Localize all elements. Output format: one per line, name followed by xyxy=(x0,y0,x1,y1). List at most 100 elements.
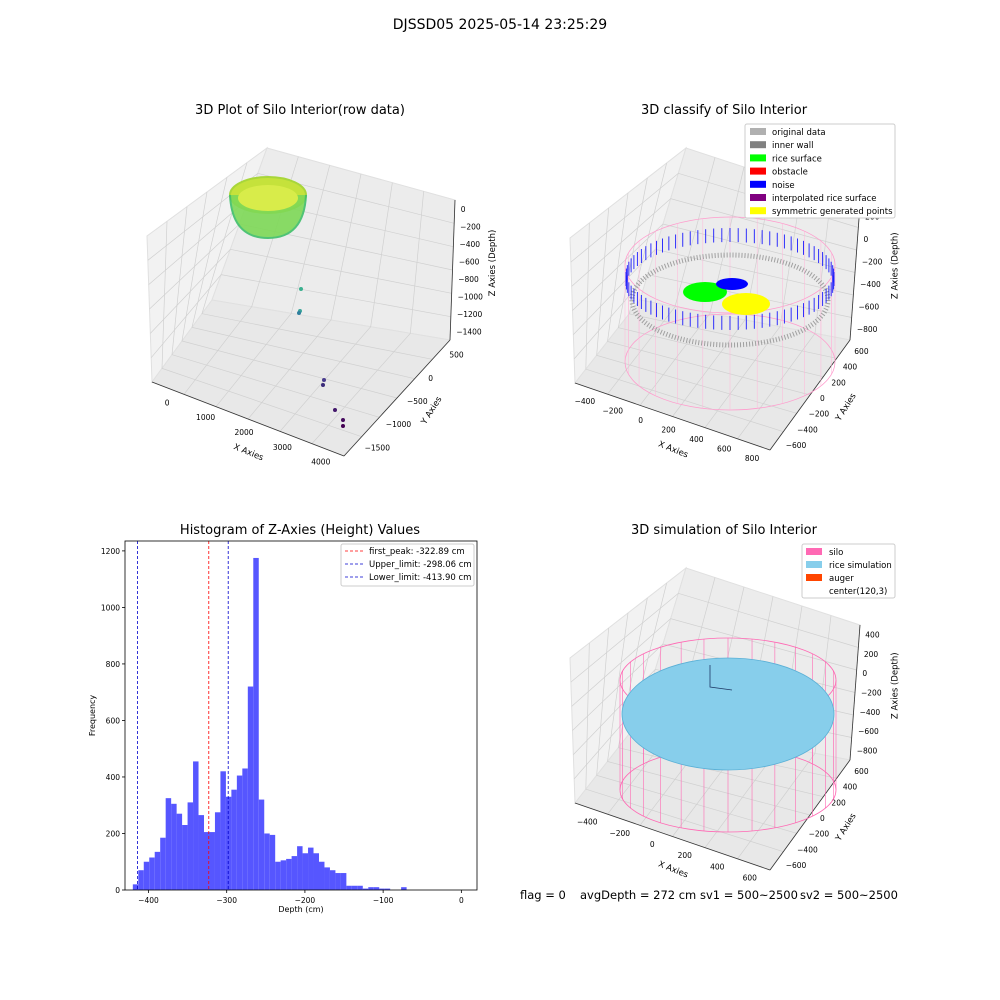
histogram-bar xyxy=(209,832,215,890)
histogram-bar xyxy=(236,775,243,890)
y-tick-label: −1000 xyxy=(386,420,412,429)
z-tick-label: −600 xyxy=(459,257,480,266)
y-axis-label: Y Axies xyxy=(833,811,859,844)
histogram-bar xyxy=(286,858,292,890)
histogram-bar xyxy=(362,888,369,890)
histogram-bar xyxy=(373,887,380,890)
histogram-bar xyxy=(225,796,232,890)
sv2-text: sv2 = 500~2500 xyxy=(800,888,898,902)
grid-line xyxy=(571,618,857,707)
x-axis-line xyxy=(574,802,771,871)
x-tick-label: −200 xyxy=(602,406,623,415)
z-axis-label: Z Axies (Depth) xyxy=(891,232,901,299)
histogram-bar xyxy=(198,815,205,890)
legend-swatch xyxy=(806,548,822,555)
x-tick-label: −400 xyxy=(138,896,159,905)
z-tick-label: −400 xyxy=(860,280,881,289)
sv1-text: sv1 = 500~2500 xyxy=(700,888,798,902)
x-tick-label: −300 xyxy=(216,896,237,905)
z-tick-label: −200 xyxy=(460,222,481,231)
z-tick-label: −400 xyxy=(860,708,881,717)
histogram-bar xyxy=(258,799,265,890)
y-tick-label: 600 xyxy=(106,716,121,725)
raw-axes: 010002000300040005000−500−1000−15000−200… xyxy=(146,146,498,467)
y-tick-label: 0 xyxy=(820,814,825,823)
outlier-point xyxy=(322,378,326,382)
z-tick-label: −200 xyxy=(861,689,882,698)
y-tick-label: 600 xyxy=(854,767,869,776)
legend-swatch xyxy=(750,194,766,201)
z-tick-label: −1000 xyxy=(458,292,484,301)
histogram-legend: first_peak: -322.89 cm Upper_limit: -298.… xyxy=(340,543,475,587)
y-axis-line xyxy=(769,759,851,871)
legend-label: interpolated rice surface xyxy=(772,194,877,204)
x-tick-label: 3000 xyxy=(273,443,292,452)
histogram-bar xyxy=(247,686,254,890)
x-tick-label: −100 xyxy=(373,896,394,905)
z-axis-label: Z Axies (Depth) xyxy=(488,230,498,297)
y-tick-label: −400 xyxy=(797,845,818,854)
y-tick-label: 1000 xyxy=(101,603,120,612)
z-tick-label: −800 xyxy=(857,325,878,334)
histogram-bar xyxy=(171,803,177,890)
simulation-legend: silo rice simulation auger center(120,3) xyxy=(801,543,896,599)
x-tick-label: −400 xyxy=(575,397,596,406)
z-axis-line xyxy=(449,199,456,341)
histogram-bar xyxy=(154,851,161,890)
histogram-bar xyxy=(165,798,172,890)
x-tick-label: 400 xyxy=(710,862,725,871)
legend-label: rice simulation xyxy=(829,561,892,571)
simulation-plot-title: 3D simulation of Silo Interior xyxy=(631,523,817,538)
y-tick-label: 200 xyxy=(106,829,121,838)
z-tick-label: −800 xyxy=(458,275,479,284)
x-axis-label: Depth (cm) xyxy=(278,905,323,914)
histogram-bar xyxy=(308,847,314,890)
y-tick-label: −600 xyxy=(786,441,807,450)
classify-plot-title: 3D classify of Silo Interior xyxy=(640,103,808,118)
y-tick-label: 1200 xyxy=(101,547,120,556)
x-tick-label: 2000 xyxy=(234,428,253,437)
legend-swatch xyxy=(806,561,822,568)
x-axis-line xyxy=(574,382,771,451)
x-tick-label: 0 xyxy=(165,398,170,407)
classify-3d-plot: −400−20002004006008006004002000−200−400−… xyxy=(569,123,901,463)
legend-label: inner wall xyxy=(772,141,813,151)
histogram-bar xyxy=(280,860,287,890)
y-axis-line xyxy=(769,339,851,451)
histogram-bar xyxy=(346,885,352,890)
inner-wall-points xyxy=(629,252,831,348)
histogram-bar xyxy=(187,802,194,890)
y-tick-label: −600 xyxy=(786,861,807,870)
y-tick-label: 400 xyxy=(843,783,858,792)
histogram-bar xyxy=(176,813,183,890)
y-tick-label: 0 xyxy=(820,394,825,403)
z-axis-line xyxy=(849,624,861,761)
rice-surface xyxy=(683,282,727,302)
y-tick-label: 200 xyxy=(831,798,846,807)
histogram-bar xyxy=(401,887,407,890)
x-tick-label: 0 xyxy=(638,416,643,425)
histogram-bar xyxy=(204,832,210,890)
y-tick-label: 400 xyxy=(106,773,121,782)
legend-swatch xyxy=(750,128,766,135)
outlier-point xyxy=(341,418,345,422)
histogram-bar xyxy=(329,870,336,890)
z-axis-label: Z Axies (Depth) xyxy=(891,652,901,719)
symmetric-points xyxy=(722,293,770,315)
legend-box xyxy=(801,543,896,599)
rice-simulation-surface xyxy=(621,657,835,771)
outlier-point xyxy=(333,408,337,412)
z-tick-label: 0 xyxy=(864,235,869,244)
legend-swatch xyxy=(750,207,766,215)
histogram-bar xyxy=(351,885,358,890)
histogram-bar xyxy=(302,853,309,890)
histogram-bar xyxy=(275,861,281,890)
histogram-bar xyxy=(138,870,144,890)
z-tick-label: 400 xyxy=(865,631,880,640)
legend-label: center(120,3) xyxy=(829,587,887,597)
x-axis-line xyxy=(151,381,345,457)
legend-label: Lower_limit: -413.90 cm xyxy=(369,573,471,583)
histogram-bar xyxy=(357,885,363,890)
plot-frame xyxy=(124,540,478,891)
z-tick-label: 200 xyxy=(864,650,879,659)
